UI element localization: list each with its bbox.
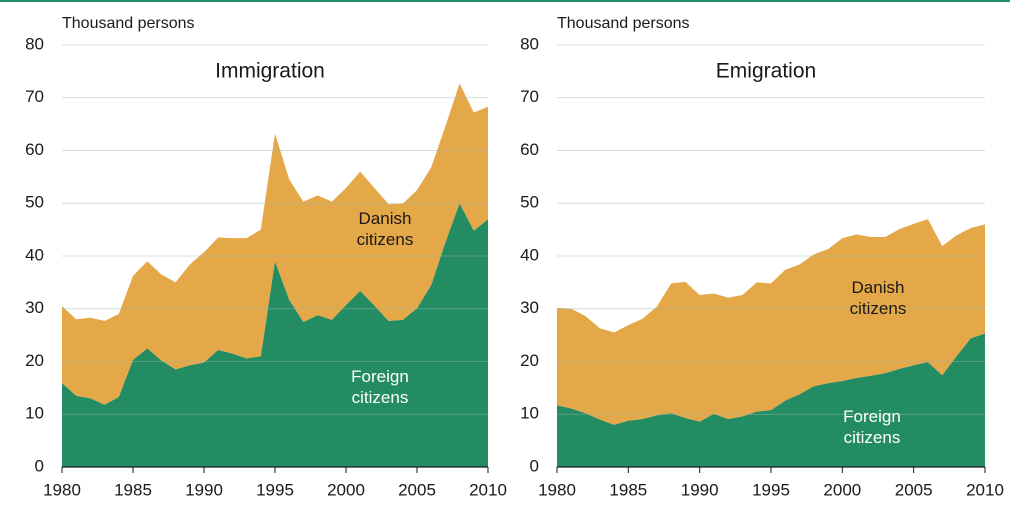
area — [62, 203, 488, 467]
series-label: Foreign citizens — [843, 407, 901, 447]
top-border — [0, 0, 1010, 2]
series-label: Foreign citizens — [351, 367, 409, 407]
area — [557, 333, 985, 467]
axis-label: Thousand persons — [557, 15, 690, 32]
x-tick-label: 2005 — [398, 480, 436, 499]
area — [557, 219, 985, 425]
y-tick-label: 60 — [25, 140, 44, 159]
y-tick-label: 0 — [530, 456, 539, 475]
y-tick-label: 10 — [520, 404, 539, 423]
series-label: Danish citizens — [849, 278, 907, 318]
y-tick-label: 0 — [35, 456, 44, 475]
x-tick-label: 2010 — [966, 480, 1004, 499]
x-tick-label: 1995 — [752, 480, 790, 499]
y-tick-label: 50 — [25, 193, 44, 212]
y-tick-label: 40 — [25, 245, 44, 264]
axis-label: Thousand persons — [62, 15, 195, 32]
y-tick-label: 20 — [520, 351, 539, 370]
series-label: Danish citizens — [356, 209, 414, 249]
x-tick-label: 2010 — [469, 480, 507, 499]
x-tick-label: 1990 — [185, 480, 223, 499]
y-tick-label: 50 — [520, 193, 539, 212]
y-tick-label: 40 — [520, 245, 539, 264]
y-tick-label: 80 — [520, 34, 539, 53]
x-tick-label: 2000 — [327, 480, 365, 499]
x-tick-label: 2005 — [895, 480, 933, 499]
x-tick-label: 1995 — [256, 480, 294, 499]
y-tick-label: 80 — [25, 34, 44, 53]
y-tick-label: 30 — [520, 298, 539, 317]
x-tick-label: 1980 — [538, 480, 576, 499]
x-tick-label: 1990 — [681, 480, 719, 499]
chart-title: Immigration — [215, 60, 325, 83]
y-tick-label: 70 — [520, 87, 539, 106]
y-tick-label: 10 — [25, 404, 44, 423]
x-tick-label: 1980 — [43, 480, 81, 499]
y-tick-label: 30 — [25, 298, 44, 317]
y-tick-label: 20 — [25, 351, 44, 370]
x-tick-label: 1985 — [114, 480, 152, 499]
x-tick-label: 1985 — [609, 480, 647, 499]
chart-title: Emigration — [716, 60, 816, 83]
area — [62, 83, 488, 405]
x-tick-label: 2000 — [823, 480, 861, 499]
y-tick-label: 60 — [520, 140, 539, 159]
y-tick-label: 70 — [25, 87, 44, 106]
